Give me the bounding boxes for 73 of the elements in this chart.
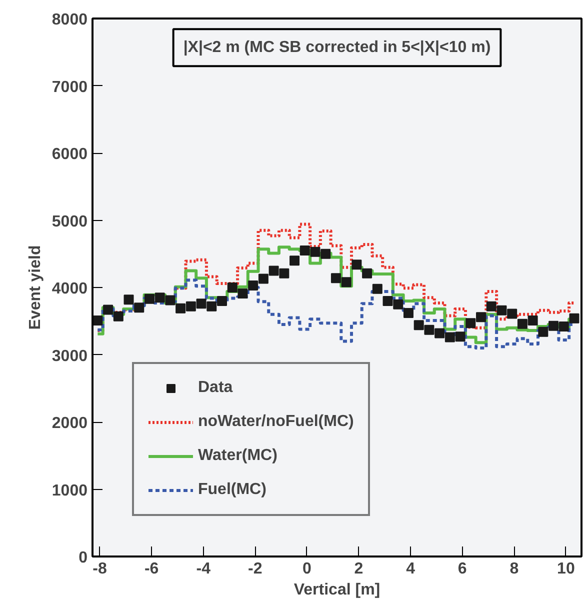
point bbox=[528, 315, 538, 326]
y-tick-label: 7000 bbox=[52, 78, 88, 96]
point bbox=[517, 318, 528, 329]
point bbox=[352, 260, 362, 270]
point bbox=[424, 324, 434, 335]
point bbox=[362, 268, 372, 278]
point bbox=[341, 277, 352, 288]
x-tick-label: -8 bbox=[92, 560, 107, 578]
y-tick-label: 1000 bbox=[52, 482, 88, 500]
point bbox=[113, 311, 124, 322]
point bbox=[393, 299, 404, 310]
y-tick-label: 2000 bbox=[52, 415, 88, 432]
x-axis-title: Vertical [m] bbox=[294, 582, 380, 598]
point bbox=[217, 296, 227, 306]
point bbox=[558, 322, 569, 332]
point bbox=[310, 246, 320, 257]
point bbox=[290, 256, 300, 266]
x-tick-label: 10 bbox=[557, 560, 575, 578]
x-tick-label: 8 bbox=[510, 560, 519, 578]
point bbox=[92, 315, 103, 326]
point bbox=[186, 301, 196, 312]
point bbox=[176, 303, 186, 314]
point bbox=[165, 295, 176, 306]
point bbox=[144, 294, 154, 304]
point bbox=[124, 294, 134, 305]
text: |X|<2 m (MC SB corrected in 5<|X|<10 m) bbox=[183, 39, 491, 56]
point bbox=[403, 308, 414, 318]
point bbox=[444, 332, 455, 342]
point bbox=[486, 301, 496, 312]
point bbox=[154, 292, 165, 303]
legend-label: noWater/noFuel(MC) bbox=[198, 413, 354, 431]
x-tick-label: 0 bbox=[302, 560, 312, 578]
point bbox=[238, 288, 248, 299]
point bbox=[476, 312, 486, 322]
y-tick-label: 6000 bbox=[52, 146, 88, 163]
point bbox=[382, 296, 393, 306]
point bbox=[507, 308, 518, 319]
legend-label: Water(MC) bbox=[198, 447, 278, 465]
legend-label: Fuel(MC) bbox=[198, 481, 266, 499]
point bbox=[196, 298, 206, 309]
y-tick-label: 3000 bbox=[52, 348, 88, 365]
point bbox=[300, 246, 310, 256]
x-tick-label: -4 bbox=[196, 560, 211, 578]
point bbox=[548, 320, 559, 331]
point bbox=[372, 284, 382, 294]
point bbox=[248, 280, 258, 290]
point bbox=[330, 273, 341, 284]
x-tick-label: 2 bbox=[354, 560, 364, 578]
point bbox=[258, 274, 268, 284]
point bbox=[538, 326, 548, 337]
point bbox=[268, 266, 279, 276]
point bbox=[569, 313, 580, 324]
point bbox=[496, 305, 507, 316]
y-tick-label: 0 bbox=[78, 550, 88, 566]
y-tick-label: 8000 bbox=[52, 12, 88, 28]
point bbox=[134, 302, 144, 313]
y-tick-label: 5000 bbox=[52, 213, 88, 230]
y-tick-label: 4000 bbox=[52, 280, 88, 298]
point bbox=[320, 248, 331, 259]
point bbox=[466, 318, 476, 328]
point bbox=[455, 332, 466, 342]
point bbox=[414, 320, 424, 330]
point bbox=[206, 301, 217, 312]
point bbox=[279, 268, 290, 278]
x-tick-label: 4 bbox=[406, 560, 416, 578]
point bbox=[103, 304, 114, 315]
y-axis-title: Event yield bbox=[26, 245, 44, 330]
x-tick-label: -6 bbox=[144, 560, 159, 578]
x-tick-label: -2 bbox=[248, 560, 262, 578]
x-tick-label: 6 bbox=[458, 560, 467, 578]
point bbox=[227, 282, 238, 292]
point bbox=[434, 328, 445, 338]
legend-label: Data bbox=[198, 379, 233, 397]
